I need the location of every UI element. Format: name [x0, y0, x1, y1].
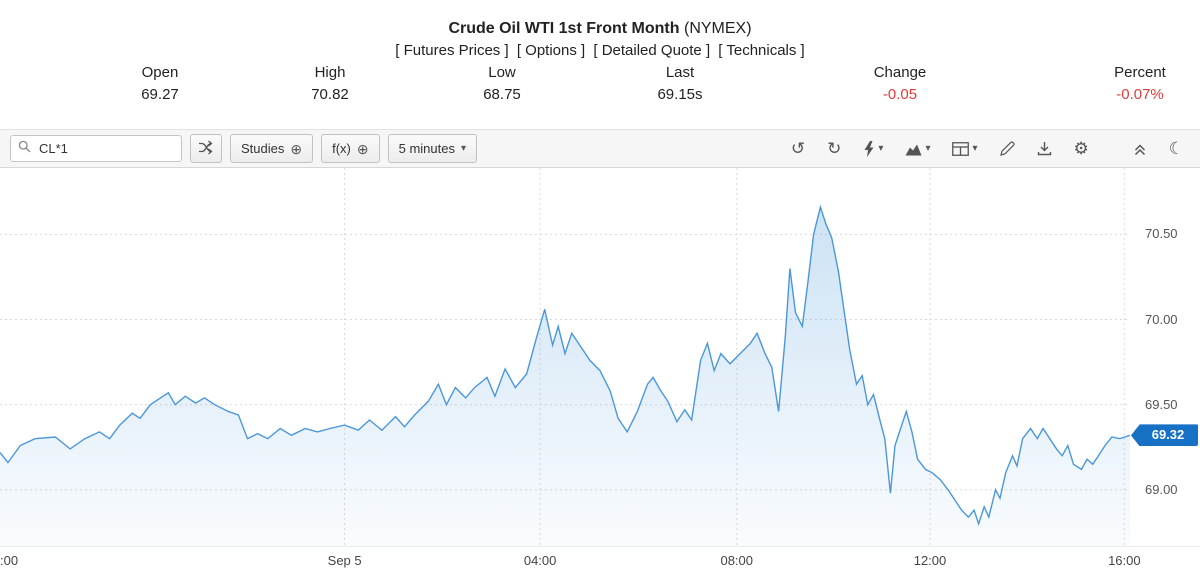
x-tick-label: Sep 5: [327, 553, 362, 568]
link-futures-prices[interactable]: [ Futures Prices ]: [395, 42, 509, 59]
gear-icon: ⚙: [1073, 139, 1089, 158]
area-chart-icon: [905, 142, 922, 156]
fx-expressions-button[interactable]: f(x) ⊕: [321, 134, 380, 163]
redo-button[interactable]: ↻: [827, 140, 841, 157]
undo-icon: ↺: [790, 139, 806, 158]
symbol-search-input[interactable]: [37, 140, 174, 157]
y-tick-label: 70.50: [1145, 226, 1178, 242]
x-tick-label: :00: [0, 553, 19, 568]
circled-plus-icon: ⊕: [356, 140, 369, 157]
symbol-name: Crude Oil WTI 1st Front Month: [448, 20, 680, 37]
y-tick-label: 69.50: [1145, 396, 1178, 412]
x-tick-label: 08:00: [720, 553, 754, 568]
studies-label: Studies: [241, 141, 285, 156]
link-options[interactable]: [ Options ]: [516, 42, 586, 59]
price-line: [0, 204, 1130, 527]
studies-button[interactable]: Studies ⊕: [230, 134, 314, 163]
quote-label: Low: [488, 64, 516, 81]
search-icon: [18, 140, 31, 158]
chevron-down-icon: ▾: [878, 142, 884, 154]
chart-type-dropdown[interactable]: ▾: [905, 142, 930, 156]
quote-value-negative: -0.07%: [1116, 86, 1164, 103]
quote-value-negative: -0.05: [882, 86, 918, 103]
compare-button[interactable]: [190, 134, 222, 163]
download-button[interactable]: [1037, 141, 1052, 156]
redo-icon: ↻: [827, 139, 842, 158]
pencil-icon: [999, 141, 1015, 156]
chart-toolbar: Studies ⊕ f(x) ⊕ 5 minutes ▾ ↺ ↻ ▾: [0, 129, 1200, 168]
quote-label: Change: [873, 64, 927, 81]
link-technicals[interactable]: [ Technicals ]: [718, 42, 805, 59]
draw-button[interactable]: [999, 141, 1015, 156]
last-price-badge: 69.32: [1131, 424, 1198, 447]
chart-container: 70.50 70.00 69.50 69.00 69.32: [0, 168, 1200, 546]
compare-icon: [198, 140, 214, 158]
download-icon: [1037, 141, 1052, 156]
lightning-icon: [863, 140, 875, 157]
quote-change: Change -0.05: [835, 64, 965, 103]
quote-percent: Percent -0.07%: [1075, 64, 1200, 103]
circled-plus-icon: ⊕: [290, 140, 303, 157]
chevron-down-icon: ▾: [461, 142, 467, 154]
page-title: Crude Oil WTI 1st Front Month (NYMEX): [0, 20, 1200, 38]
moon-icon: ☾: [1168, 139, 1184, 158]
symbol-search-box[interactable]: [10, 135, 182, 162]
quote-value: 68.75: [483, 86, 521, 103]
fx-label: f(x): [332, 141, 351, 156]
price-chart[interactable]: [0, 168, 1130, 546]
chevron-down-icon: ▾: [972, 142, 978, 154]
quote-value: 69.15s: [657, 86, 703, 103]
quote-header: Crude Oil WTI 1st Front Month (NYMEX) [ …: [0, 0, 1200, 129]
y-tick-label: 69.00: [1145, 481, 1178, 497]
quote-label: Last: [665, 64, 695, 81]
interval-dropdown[interactable]: 5 minutes ▾: [387, 134, 478, 163]
quote-open: Open 69.27: [95, 64, 225, 103]
quote-value: 69.27: [141, 86, 179, 103]
chevron-double-up-icon: [1133, 142, 1147, 156]
quote-last: Last 69.15s: [615, 64, 745, 103]
exchange-name: (NYMEX): [683, 20, 752, 37]
dark-mode-button[interactable]: ☾: [1169, 140, 1184, 157]
layout-icon: [952, 141, 970, 156]
quote-label: Percent: [1114, 64, 1166, 81]
quote-high: High 70.82: [265, 64, 395, 103]
y-tick-label: 70.00: [1145, 311, 1178, 327]
events-dropdown[interactable]: ▾: [863, 140, 884, 157]
layout-dropdown[interactable]: ▾: [952, 141, 978, 156]
collapse-toolbar-button[interactable]: [1133, 142, 1147, 156]
chevron-down-icon: ▾: [925, 142, 931, 154]
quote-links: [ Futures Prices ] [ Options ] [ Detaile…: [0, 42, 1200, 59]
quote-low: Low 68.75: [437, 64, 567, 103]
interval-label: 5 minutes: [398, 141, 455, 156]
quote-value: 70.82: [311, 86, 349, 103]
undo-button[interactable]: ↺: [791, 140, 805, 157]
x-tick-label: 16:00: [1108, 553, 1141, 568]
toolbar-icon-group: ↺ ↻ ▾ ▾ ▾: [791, 140, 1190, 157]
x-tick-label: 04:00: [523, 553, 557, 568]
settings-button[interactable]: ⚙: [1074, 140, 1089, 157]
x-axis: :00 Sep 5 04:00 08:00 12:00 16:00: [0, 546, 1200, 576]
quote-label: High: [314, 64, 346, 81]
x-tick-label: 12:00: [913, 553, 947, 568]
price-area: [0, 207, 1130, 546]
quote-label: Open: [141, 64, 179, 81]
link-detailed-quote[interactable]: [ Detailed Quote ]: [593, 42, 711, 59]
